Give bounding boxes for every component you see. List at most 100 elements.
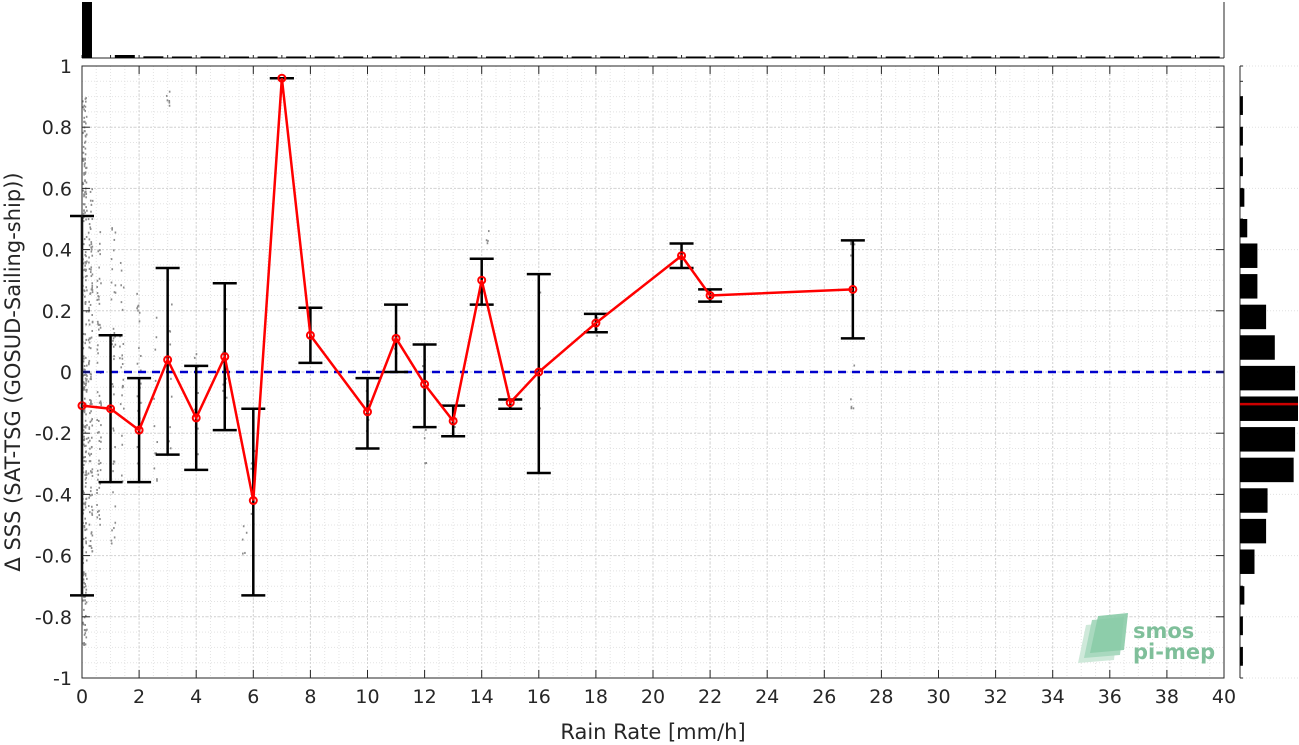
scatter-point	[121, 357, 124, 360]
y-tick-label: -0.6	[35, 546, 72, 568]
scatter-point	[90, 241, 93, 244]
scatter-point	[171, 303, 173, 306]
scatter-point	[153, 397, 155, 400]
scatter-point	[85, 471, 87, 474]
scatter-point	[84, 162, 86, 165]
scatter-point	[88, 341, 91, 344]
scatter-point	[82, 381, 85, 384]
scatter-point	[84, 147, 87, 150]
scatter-point	[84, 373, 87, 376]
scatter-point	[169, 447, 172, 450]
scatter-point	[82, 573, 85, 576]
scatter-point	[87, 436, 90, 439]
scatter-point	[96, 292, 99, 295]
scatter-point	[222, 389, 224, 392]
top-histogram-bar	[999, 56, 1020, 58]
scatter-point	[425, 461, 428, 464]
x-tick-label: 28	[869, 686, 893, 708]
scatter-point	[84, 191, 87, 194]
right-histogram-bar	[1240, 219, 1248, 238]
scatter-point	[83, 438, 86, 441]
series-marker	[305, 330, 315, 340]
scatter-point	[84, 574, 87, 577]
scatter-point	[83, 116, 86, 119]
x-tick-label: 30	[926, 686, 950, 708]
scatter-point	[168, 101, 171, 104]
scatter-point	[85, 498, 87, 501]
scatter-point	[98, 277, 101, 280]
scatter-point	[99, 482, 101, 485]
scatter-point	[90, 275, 93, 278]
scatter-point	[112, 345, 115, 348]
right-histogram-bar	[1240, 304, 1267, 330]
scatter-point	[90, 246, 92, 249]
scatter-point	[82, 456, 85, 459]
scatter-point	[84, 425, 87, 428]
scatter-point	[98, 295, 100, 298]
scatter-point	[90, 266, 93, 269]
scatter-point	[84, 140, 87, 143]
scatter-point	[84, 135, 87, 138]
right-histogram-bar	[1240, 274, 1258, 299]
scatter-point	[222, 383, 225, 386]
scatter-point	[91, 320, 94, 323]
scatter-point	[111, 227, 113, 230]
scatter-point	[242, 552, 244, 555]
scatter-point	[85, 255, 87, 258]
y-tick-label: 0.8	[42, 117, 72, 139]
scatter-point	[140, 354, 142, 357]
series-marker	[677, 251, 687, 261]
scatter-point	[82, 538, 85, 541]
scatter-point	[91, 188, 94, 191]
top-histogram-bar	[657, 56, 678, 58]
scatter-point	[85, 167, 87, 170]
scatter-point	[91, 245, 94, 248]
y-tick-label: 0.2	[42, 301, 72, 323]
scatter-point	[241, 538, 244, 541]
scatter-point	[82, 463, 85, 466]
top-histogram-bar	[1171, 56, 1192, 58]
scatter-point	[90, 547, 93, 550]
scatter-point	[85, 279, 87, 282]
scatter-point	[137, 304, 140, 307]
x-tick-label: 0	[76, 686, 88, 708]
scatter-point	[91, 424, 94, 427]
top-histogram-bar	[857, 56, 878, 58]
scatter-point	[88, 523, 91, 526]
scatter-point	[98, 439, 101, 442]
scatter-point	[99, 249, 101, 252]
scatter-point	[119, 357, 121, 360]
scatter-point	[850, 241, 852, 244]
scatter-point	[85, 614, 87, 617]
logo-mark-icon	[1078, 613, 1128, 663]
scatter-point	[120, 301, 123, 304]
x-tick-label: 10	[355, 686, 379, 708]
top-histogram-bar	[143, 56, 164, 58]
scatter-point	[85, 196, 87, 199]
scatter-point	[539, 291, 542, 294]
scatter-point	[195, 353, 198, 356]
scatter-point	[97, 250, 100, 253]
scatter-point	[85, 338, 88, 341]
scatter-point	[84, 179, 86, 182]
series-marker	[534, 367, 544, 377]
scatter-point	[86, 388, 88, 391]
scatter-point	[96, 348, 99, 351]
scatter-point	[84, 582, 86, 585]
scatter-point	[89, 398, 91, 401]
scatter-point	[84, 368, 86, 371]
top-histogram-bar	[1114, 56, 1135, 58]
scatter-point	[487, 230, 490, 233]
x-axis-label: Rain Rate [mm/h]	[560, 720, 745, 744]
scatter-point	[84, 333, 87, 336]
right-histogram-bar	[1240, 616, 1243, 636]
top-histogram-bar	[543, 56, 564, 58]
scatter-point	[88, 359, 91, 362]
scatter-point	[85, 629, 87, 632]
scatter-point	[169, 426, 171, 429]
scatter-point	[88, 496, 90, 499]
scatter-point	[88, 310, 90, 313]
scatter-point	[96, 510, 99, 513]
scatter-point	[88, 319, 90, 322]
